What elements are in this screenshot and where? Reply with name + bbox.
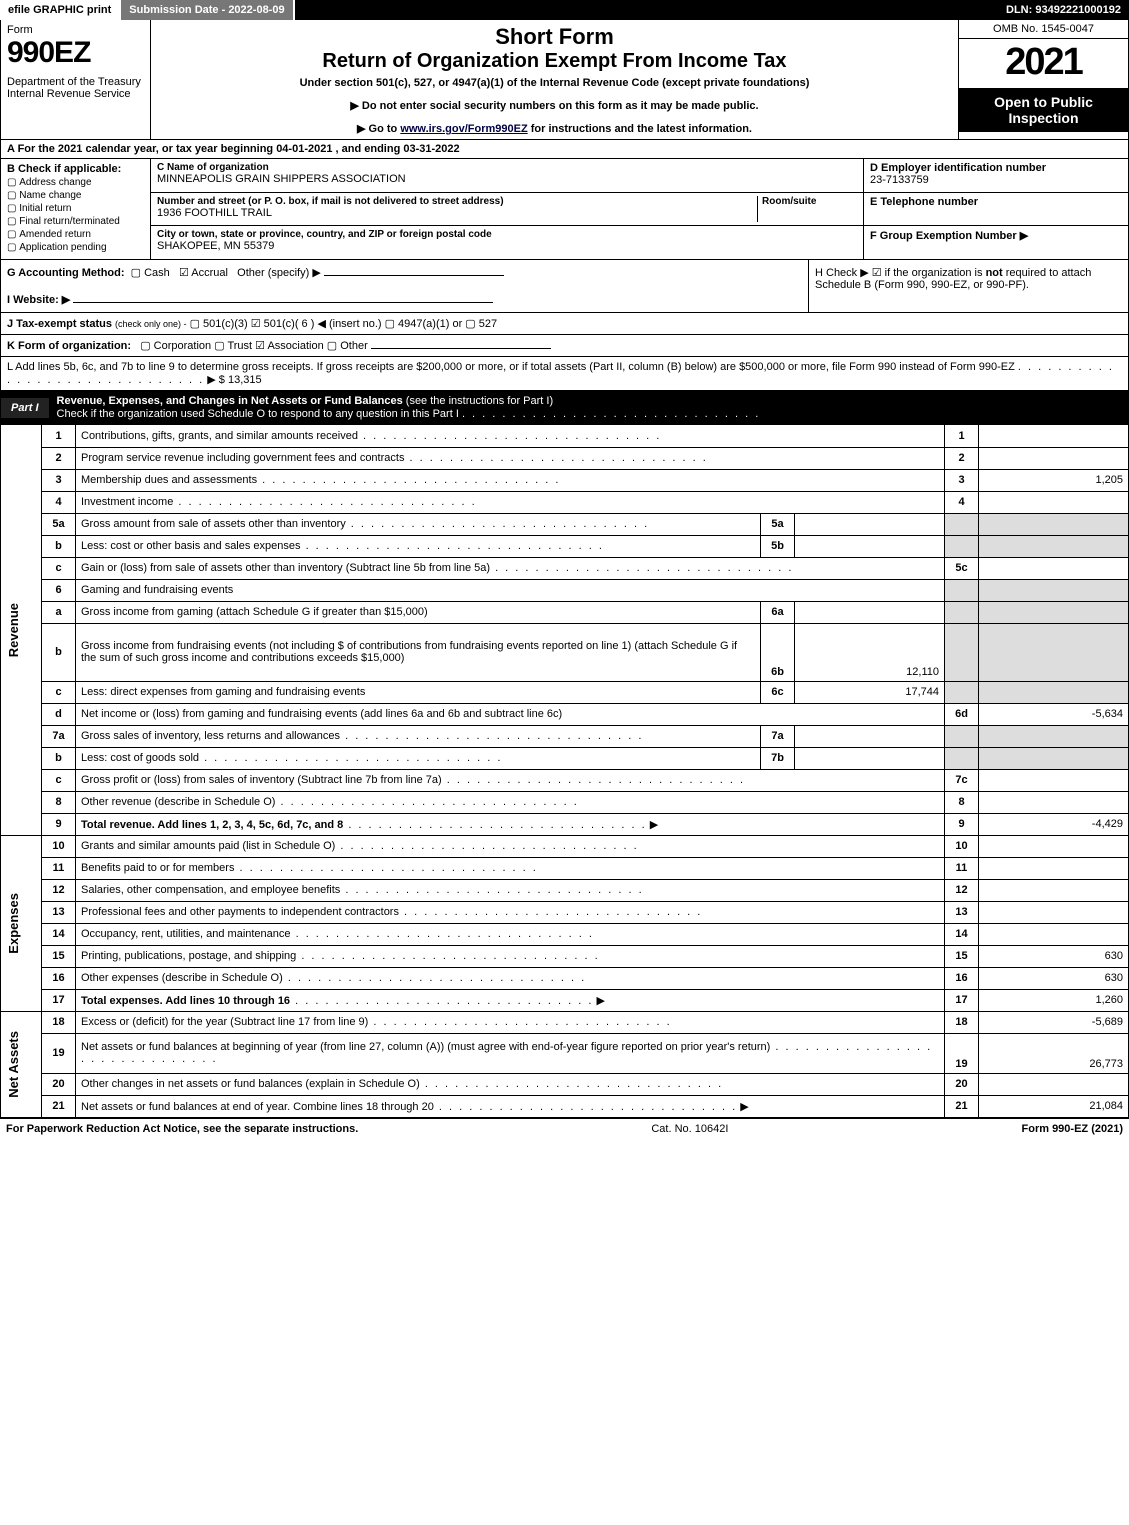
cb-cash[interactable]: ▢ Cash	[131, 267, 170, 279]
row-gh: G Accounting Method: ▢ Cash ☑ Accrual Ot…	[0, 259, 1129, 313]
line-9: 9Total revenue. Add lines 1, 2, 3, 4, 5c…	[1, 813, 1129, 835]
line-7c: cGross profit or (loss) from sales of in…	[1, 769, 1129, 791]
line-6d: dNet income or (loss) from gaming and fu…	[1, 703, 1129, 725]
line-7b: bLess: cost of goods sold7b	[1, 747, 1129, 769]
section-def: D Employer identification number 23-7133…	[863, 159, 1128, 259]
part-1-title: Revenue, Expenses, and Changes in Net As…	[49, 391, 1128, 424]
irs-link[interactable]: www.irs.gov/Form990EZ	[400, 123, 527, 135]
cb-initial-return[interactable]: ▢ Initial return	[7, 203, 144, 214]
line-7a: 7aGross sales of inventory, less returns…	[1, 725, 1129, 747]
omb-number: OMB No. 1545-0047	[959, 20, 1128, 39]
title-return: Return of Organization Exempt From Incom…	[157, 50, 952, 73]
org-name: MINNEAPOLIS GRAIN SHIPPERS ASSOCIATION	[157, 173, 857, 185]
line-6a: aGross income from gaming (attach Schedu…	[1, 601, 1129, 623]
form-number: 990EZ	[7, 36, 144, 70]
line-3: 3Membership dues and assessments31,205	[1, 469, 1129, 491]
line-13: 13Professional fees and other payments t…	[1, 901, 1129, 923]
line-5c: cGain or (loss) from sale of assets othe…	[1, 557, 1129, 579]
cb-final-return[interactable]: ▢ Final return/terminated	[7, 216, 144, 227]
line-12: 12Salaries, other compensation, and empl…	[1, 879, 1129, 901]
line-18: Net Assets 18Excess or (deficit) for the…	[1, 1011, 1129, 1033]
row-l-gross-receipts: L Add lines 5b, 6c, and 7b to line 9 to …	[0, 357, 1129, 391]
line-6c: cLess: direct expenses from gaming and f…	[1, 681, 1129, 703]
row-a-calendar-year: A For the 2021 calendar year, or tax yea…	[0, 140, 1129, 159]
part-1-tag: Part I	[1, 398, 49, 418]
line-17: 17Total expenses. Add lines 10 through 1…	[1, 989, 1129, 1011]
efile-label[interactable]: efile GRAPHIC print	[0, 0, 121, 20]
header-center: Short Form Return of Organization Exempt…	[151, 20, 958, 139]
line-10: Expenses 10Grants and similar amounts pa…	[1, 835, 1129, 857]
line-1: Revenue 1 Contributions, gifts, grants, …	[1, 425, 1129, 447]
cb-accrual[interactable]: ☑ Accrual	[179, 267, 228, 279]
tax-exempt-options[interactable]: ▢ 501(c)(3) ☑ 501(c)( 6 ) ◀ (insert no.)…	[190, 318, 497, 330]
group-exemption-cell: F Group Exemption Number ▶	[864, 226, 1128, 259]
cb-application-pending[interactable]: ▢ Application pending	[7, 242, 144, 253]
website-label: I Website: ▶	[7, 294, 70, 306]
expenses-side-label: Expenses	[6, 893, 21, 954]
form-header: Form 990EZ Department of the Treasury In…	[0, 20, 1129, 140]
org-info-grid: B Check if applicable: ▢ Address change …	[0, 159, 1129, 259]
title-short-form: Short Form	[157, 24, 952, 50]
dln-label: DLN: 93492221000192	[998, 0, 1129, 20]
section-b-header: B Check if applicable:	[7, 163, 144, 175]
street-cell: Number and street (or P. O. box, if mail…	[151, 193, 863, 227]
part-1-header: Part I Revenue, Expenses, and Changes in…	[0, 391, 1129, 425]
subtitle: Under section 501(c), 527, or 4947(a)(1)…	[157, 77, 952, 89]
instruction-goto: ▶ Go to www.irs.gov/Form990EZ for instru…	[157, 122, 952, 135]
cb-address-change[interactable]: ▢ Address change	[7, 177, 144, 188]
ein-cell: D Employer identification number 23-7133…	[864, 159, 1128, 193]
line-15: 15Printing, publications, postage, and s…	[1, 945, 1129, 967]
part-1-table: Revenue 1 Contributions, gifts, grants, …	[0, 425, 1129, 1118]
gross-receipts-amount: ▶ $ 13,315	[207, 374, 261, 386]
submission-date: Submission Date - 2022-08-09	[121, 0, 294, 20]
net-assets-side-label: Net Assets	[6, 1031, 21, 1098]
section-c: C Name of organization MINNEAPOLIS GRAIN…	[151, 159, 863, 259]
line-14: 14Occupancy, rent, utilities, and mainte…	[1, 923, 1129, 945]
top-bar: efile GRAPHIC print Submission Date - 20…	[0, 0, 1129, 20]
line-6b: bGross income from fundraising events (n…	[1, 623, 1129, 681]
row-k-form-org: K Form of organization: ▢ Corporation ▢ …	[0, 335, 1129, 357]
revenue-side-label: Revenue	[6, 603, 21, 657]
city-cell: City or town, state or province, country…	[151, 226, 863, 259]
footer-cat-no: Cat. No. 10642I	[358, 1123, 1021, 1135]
line-5b: bLess: cost or other basis and sales exp…	[1, 535, 1129, 557]
form-word: Form	[7, 24, 144, 36]
line-2: 2Program service revenue including gover…	[1, 447, 1129, 469]
open-to-public: Open to Public Inspection	[959, 88, 1128, 132]
page-footer: For Paperwork Reduction Act Notice, see …	[0, 1118, 1129, 1139]
department: Department of the Treasury Internal Reve…	[7, 76, 144, 100]
ein-value: 23-7133759	[870, 174, 1122, 186]
footer-left: For Paperwork Reduction Act Notice, see …	[6, 1123, 358, 1135]
line-8: 8Other revenue (describe in Schedule O)8	[1, 791, 1129, 813]
line-20: 20Other changes in net assets or fund ba…	[1, 1073, 1129, 1095]
line-21: 21Net assets or fund balances at end of …	[1, 1095, 1129, 1117]
org-name-cell: C Name of organization MINNEAPOLIS GRAIN…	[151, 159, 863, 193]
header-left: Form 990EZ Department of the Treasury In…	[1, 20, 151, 139]
line-4: 4Investment income4	[1, 491, 1129, 513]
header-right: OMB No. 1545-0047 2021 Open to Public In…	[958, 20, 1128, 139]
line-6: 6Gaming and fundraising events	[1, 579, 1129, 601]
cb-amended-return[interactable]: ▢ Amended return	[7, 229, 144, 240]
cb-name-change[interactable]: ▢ Name change	[7, 190, 144, 201]
city-state-zip: SHAKOPEE, MN 55379	[157, 240, 857, 252]
schedule-b-check: H Check ▶ ☑ if the organization is not r…	[808, 260, 1128, 312]
instruction-ssn: ▶ Do not enter social security numbers o…	[157, 99, 952, 112]
form-org-options[interactable]: ▢ Corporation ▢ Trust ☑ Association ▢ Ot…	[140, 340, 368, 352]
street-address: 1936 FOOTHILL TRAIL	[157, 207, 757, 219]
telephone-cell: E Telephone number	[864, 193, 1128, 227]
tax-year: 2021	[959, 39, 1128, 88]
accounting-method: G Accounting Method: ▢ Cash ☑ Accrual Ot…	[1, 260, 808, 312]
line-11: 11Benefits paid to or for members11	[1, 857, 1129, 879]
line-16: 16Other expenses (describe in Schedule O…	[1, 967, 1129, 989]
line-19: 19Net assets or fund balances at beginni…	[1, 1033, 1129, 1073]
line-5a: 5aGross amount from sale of assets other…	[1, 513, 1129, 535]
section-b-checkboxes: B Check if applicable: ▢ Address change …	[1, 159, 151, 259]
footer-form-ref: Form 990-EZ (2021)	[1022, 1123, 1124, 1135]
row-j-tax-exempt: J Tax-exempt status (check only one) - ▢…	[0, 313, 1129, 335]
cb-other[interactable]: Other (specify) ▶	[237, 267, 321, 279]
